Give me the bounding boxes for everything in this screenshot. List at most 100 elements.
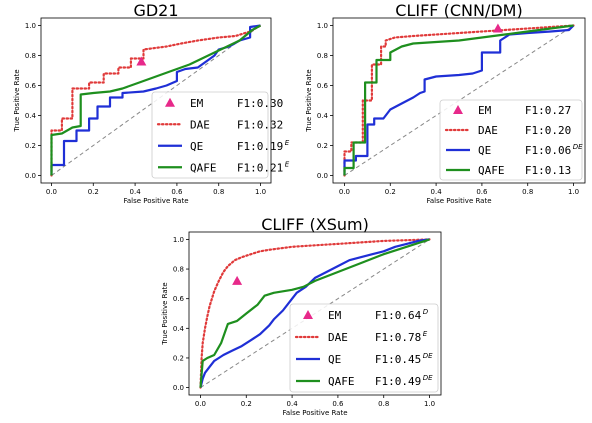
y-tick-label: 0.4 bbox=[317, 112, 329, 120]
point-marker-em bbox=[492, 23, 503, 33]
x-tick-label: 0.0 bbox=[195, 400, 206, 408]
y-tick-label: 1.0 bbox=[317, 22, 328, 30]
series-line-qafe bbox=[343, 24, 574, 176]
y-tick-label: 0.8 bbox=[173, 266, 184, 274]
legend: EM F1:0.30 DAE F1:0.32 QE F1:0.19 E QAFE F1:0.21… bbox=[151, 91, 290, 179]
legend-label: QAFE bbox=[190, 161, 217, 174]
series-line-dae bbox=[50, 24, 262, 177]
series-line-qe bbox=[343, 24, 575, 176]
legend-f1-superscript: E bbox=[285, 160, 290, 168]
legend-f1-superscript: DE bbox=[423, 374, 433, 382]
series-line-qe bbox=[199, 238, 430, 388]
axes-frame bbox=[40, 17, 272, 184]
legend-label: QE bbox=[328, 353, 341, 366]
legend-f1-superscript: E bbox=[285, 139, 290, 147]
chart-title: CLIFF (XSum) bbox=[261, 215, 369, 234]
y-tick-label: 0.6 bbox=[25, 82, 37, 90]
chart-title: GD21 bbox=[133, 1, 178, 20]
legend-label: DAE bbox=[478, 124, 498, 137]
legend-f1-score: F1:0.13 bbox=[525, 164, 571, 177]
y-tick-label: 0.8 bbox=[25, 52, 36, 60]
x-tick-label: 1.0 bbox=[568, 188, 579, 196]
x-tick-label: 0.8 bbox=[522, 188, 533, 196]
legend-f1-superscript: DE bbox=[423, 352, 433, 360]
series-line-dae bbox=[199, 238, 431, 389]
y-tick-label: 0.4 bbox=[173, 325, 185, 333]
legend-f1-score: F1:0.19 bbox=[237, 140, 283, 153]
axes-frame bbox=[188, 231, 442, 396]
y-tick-label: 0.2 bbox=[173, 354, 184, 362]
y-axis-label: True Positive Rate bbox=[305, 69, 313, 132]
chart-panel-2: CLIFF (CNN/DM) 0.0 0.0 0.2 0.2 0.4 0.4 0.6 0.6 0.… bbox=[305, 1, 586, 205]
legend-label: EM bbox=[190, 97, 204, 110]
x-tick-label: 0.2 bbox=[241, 400, 252, 408]
y-tick-label: 0.0 bbox=[317, 172, 328, 180]
legend-f1-score: F1:0.20 bbox=[525, 124, 571, 137]
chart-panel-3: CLIFF (XSum) 0.0 0.0 0.2 0.2 0.4 0.4 0.6 0.6 0.8 0… bbox=[161, 215, 442, 417]
legend: EM F1:0.64 D DAE F1:0.78 E QE F1:0.45 DE QAFE F1:0… bbox=[289, 303, 439, 393]
legend-f1-superscript: E bbox=[423, 330, 428, 338]
legend-f1-superscript: DE bbox=[573, 143, 583, 151]
x-tick-label: 0.2 bbox=[88, 188, 99, 196]
y-tick-label: 1.0 bbox=[173, 236, 184, 244]
point-marker-em bbox=[232, 275, 243, 285]
legend-label: EM bbox=[478, 104, 492, 117]
chart-panel-1: GD21 0.0 0.0 0.2 0.2 0.4 0.4 0.6 0.6 0.8 0.8 1.0 1.0… bbox=[13, 1, 290, 205]
series-line-qafe bbox=[50, 24, 262, 176]
chart-title: CLIFF (CNN/DM) bbox=[395, 1, 522, 20]
legend-box bbox=[151, 91, 269, 179]
y-tick-label: 0.0 bbox=[173, 384, 184, 392]
x-tick-label: 0.2 bbox=[385, 188, 396, 196]
legend-f1-score: F1:0.64 bbox=[375, 309, 422, 322]
legend-box bbox=[439, 99, 583, 181]
y-tick-label: 0.4 bbox=[25, 112, 37, 120]
legend-f1-score: F1:0.78 bbox=[375, 331, 421, 344]
legend-label: EM bbox=[328, 309, 342, 322]
x-tick-label: 0.0 bbox=[46, 188, 57, 196]
x-tick-label: 0.8 bbox=[378, 400, 389, 408]
legend-label: DAE bbox=[328, 331, 348, 344]
axes-frame bbox=[332, 17, 586, 184]
y-tick-label: 0.0 bbox=[25, 172, 36, 180]
legend-f1-score: F1:0.27 bbox=[525, 104, 571, 117]
legend-f1-score: F1:0.45 bbox=[375, 353, 421, 366]
x-axis-label: False Positive Rate bbox=[426, 197, 491, 205]
legend-label: QAFE bbox=[328, 375, 355, 388]
x-tick-label: 0.8 bbox=[213, 188, 224, 196]
x-axis-label: False Positive Rate bbox=[123, 197, 188, 205]
legend: EM F1:0.27 DAE F1:0.20 QE F1:0.06 DE QAFE F1:0.1… bbox=[439, 99, 583, 181]
x-axis-label: False Positive Rate bbox=[282, 409, 347, 417]
x-tick-label: 0.0 bbox=[339, 188, 350, 196]
legend-marker-em bbox=[165, 97, 175, 107]
x-tick-label: 1.0 bbox=[424, 400, 435, 408]
y-tick-label: 0.8 bbox=[317, 52, 328, 60]
x-tick-label: 0.4 bbox=[431, 188, 443, 196]
legend-box bbox=[289, 303, 439, 393]
legend-f1-score: F1:0.49 bbox=[375, 375, 421, 388]
x-tick-label: 0.6 bbox=[171, 188, 183, 196]
legend-f1-score: F1:0.21 bbox=[237, 161, 283, 174]
x-tick-label: 1.0 bbox=[255, 188, 266, 196]
y-tick-label: 0.2 bbox=[317, 142, 328, 150]
legend-f1-score: F1:0.06 bbox=[525, 144, 571, 157]
x-tick-label: 0.6 bbox=[332, 400, 344, 408]
y-tick-label: 0.6 bbox=[173, 295, 185, 303]
x-tick-label: 0.4 bbox=[287, 400, 299, 408]
legend-marker-em bbox=[303, 310, 313, 319]
legend-marker-em bbox=[453, 105, 463, 114]
legend-label: QAFE bbox=[478, 164, 505, 177]
legend-label: QE bbox=[478, 144, 491, 157]
legend-f1-superscript: D bbox=[423, 308, 429, 316]
legend-label: DAE bbox=[190, 118, 210, 131]
legend-f1-score: F1:0.30 bbox=[237, 97, 283, 110]
y-tick-label: 0.6 bbox=[317, 82, 329, 90]
y-axis-label: True Positive Rate bbox=[161, 282, 169, 345]
x-tick-label: 0.6 bbox=[476, 188, 488, 196]
series-line-qafe bbox=[199, 238, 430, 388]
y-tick-label: 0.2 bbox=[25, 142, 36, 150]
y-tick-label: 1.0 bbox=[25, 22, 36, 30]
x-tick-label: 0.4 bbox=[130, 188, 142, 196]
legend-f1-score: F1:0.32 bbox=[237, 118, 283, 131]
point-marker-em bbox=[136, 56, 147, 66]
